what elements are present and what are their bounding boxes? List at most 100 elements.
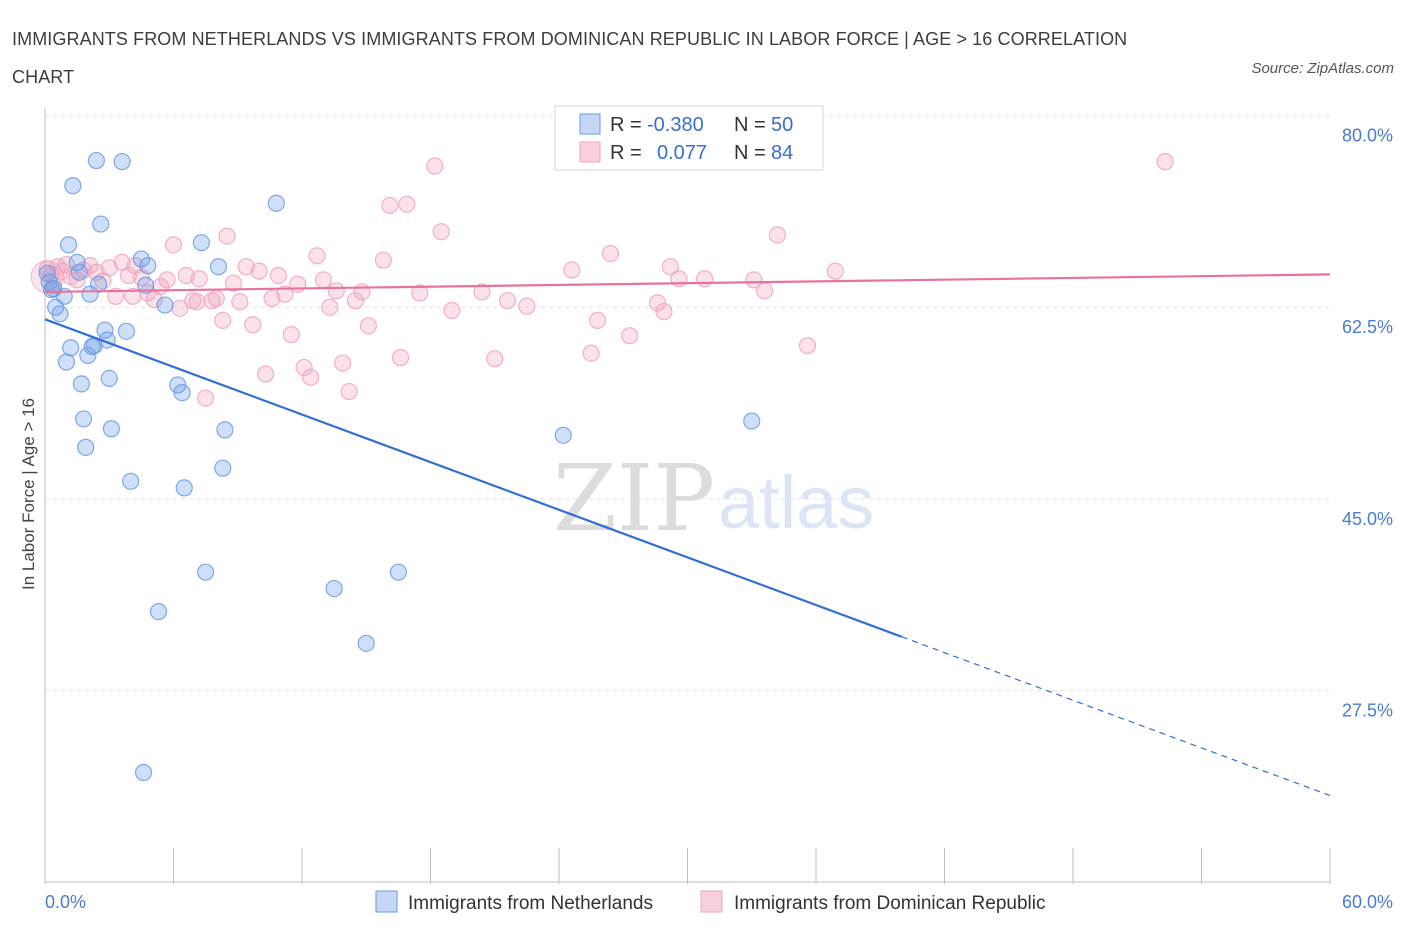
dominican-point-30 <box>214 311 232 329</box>
dominican-point-80 <box>826 262 844 280</box>
dominican-point-13 <box>107 287 125 305</box>
netherlands-point-45 <box>389 563 407 581</box>
dominican-point-78 <box>768 226 787 244</box>
netherlands-point-41 <box>216 421 234 439</box>
netherlands-point-11 <box>70 263 88 281</box>
netherlands-point-13 <box>74 410 93 428</box>
dominican-point-58 <box>411 284 429 302</box>
legend-r-value-netherlands: -0.380 <box>647 114 704 136</box>
dominican-point-59 <box>426 157 444 175</box>
legend-bottom-label-dominican: Immigrants from Dominican Republic <box>734 893 1046 914</box>
dominican-point-63 <box>486 350 504 368</box>
dominican-point-40 <box>276 285 294 303</box>
trend-lines <box>44 273 1331 797</box>
dominican-point-72 <box>655 303 673 321</box>
y-axis-label: In Labor Force | Age > 16 <box>19 398 38 590</box>
x-tick-marks <box>44 848 1331 884</box>
dominican-point-24 <box>177 266 195 285</box>
netherlands-point-7 <box>59 236 78 254</box>
netherlands-point-29 <box>137 276 155 294</box>
netherlands-point-19 <box>89 275 108 293</box>
netherlands-point-39 <box>209 258 228 276</box>
dominican-point-47 <box>321 298 339 316</box>
dominican-point-73 <box>661 258 679 276</box>
netherlands-point-23 <box>100 369 118 388</box>
dominican-point-76 <box>745 271 763 289</box>
netherlands-point-47 <box>743 412 761 430</box>
netherlands-point-4 <box>51 305 69 323</box>
grid <box>45 115 1330 691</box>
watermark: ZIP atlas <box>553 445 874 552</box>
dominican-point-69 <box>601 245 620 263</box>
netherlands-trend-line <box>44 318 903 638</box>
dominican-point-45 <box>308 247 326 265</box>
dominican-point-75 <box>696 270 714 288</box>
dominican-point-52 <box>353 283 371 301</box>
dominican-point-49 <box>334 354 352 372</box>
dominican-trend-line <box>44 273 1331 294</box>
netherlands-point-44 <box>357 634 375 652</box>
legend-swatch-dominican <box>579 141 601 163</box>
netherlands-point-15 <box>79 346 97 365</box>
dominican-point-33 <box>231 293 249 311</box>
y-tick-label-3: 27.5% <box>1342 700 1393 720</box>
netherlands-point-46 <box>554 426 572 444</box>
legend-bottom-label-netherlands: Immigrants from Netherlands <box>408 893 653 914</box>
netherlands-point-8 <box>62 339 80 357</box>
dominican-point-31 <box>218 227 236 245</box>
chart-title: IMMIGRANTS FROM NETHERLANDS VS IMMIGRANT… <box>12 29 1128 87</box>
netherlands-point-14 <box>77 438 95 456</box>
netherlands-point-12 <box>72 375 91 393</box>
dominican-point-21 <box>158 271 176 289</box>
dominican-point-54 <box>374 251 392 269</box>
dominican-point-66 <box>563 261 581 279</box>
netherlands-point-43 <box>325 580 343 598</box>
y-tick-label-1: 62.5% <box>1342 317 1393 337</box>
watermark-zip: ZIP <box>553 445 715 552</box>
legend-r-label-dominican: R = <box>610 142 642 164</box>
dominican-point-37 <box>256 365 275 383</box>
dominican-point-50 <box>340 382 358 401</box>
dominican-point-79 <box>798 336 817 355</box>
dominican-point-46 <box>314 271 333 289</box>
legend-r-value-dominican: 0.077 <box>657 142 707 164</box>
dominican-point-53 <box>359 317 377 335</box>
dominican-point-68 <box>588 311 607 329</box>
legend-n-value-dominican: 84 <box>771 142 793 164</box>
dominican-point-26 <box>190 270 208 288</box>
y-tick-label-0: 80.0% <box>1342 126 1393 146</box>
netherlands-point-9 <box>64 177 82 195</box>
dominican-point-60 <box>432 223 450 241</box>
netherlands-point-20 <box>92 215 110 233</box>
y-tick-label-2: 45.0% <box>1342 509 1393 529</box>
dominican-point-70 <box>621 327 639 345</box>
legend-bottom: Immigrants from Netherlands Immigrants f… <box>375 890 1046 914</box>
legend-bottom-swatch-netherlands <box>375 890 398 913</box>
dominican-point-57 <box>398 195 416 213</box>
netherlands-point-33 <box>156 296 174 314</box>
netherlands-point-32 <box>149 602 168 621</box>
dominican-point-32 <box>224 274 243 292</box>
dominican-point-15 <box>119 266 138 285</box>
netherlands-trend-line-extension <box>901 636 1331 797</box>
legend-r-label-netherlands: R = <box>610 114 642 136</box>
x-tick-label-min: 0.0% <box>45 892 86 912</box>
dominican-point-56 <box>391 349 410 367</box>
legend-swatch-netherlands <box>579 113 601 135</box>
netherlands-point-42 <box>267 194 285 212</box>
dominican-point-38 <box>263 289 281 308</box>
dominican-point-81 <box>1156 153 1174 171</box>
legend-n-label-dominican: N = <box>734 142 766 164</box>
netherlands-point-36 <box>175 479 193 497</box>
dominican-point-34 <box>237 258 255 276</box>
dominican-point-83 <box>124 287 142 305</box>
netherlands-point-38 <box>197 563 215 581</box>
dominican-point-61 <box>443 301 461 320</box>
dominican-point-67 <box>582 344 600 362</box>
netherlands-point-35 <box>173 384 191 402</box>
dominican-point-64 <box>499 292 517 310</box>
netherlands-points <box>38 151 761 782</box>
legend-top: R = -0.380 N = 50 R = 0.077 N = 84 <box>554 105 824 171</box>
dominican-point-39 <box>269 266 288 285</box>
dominican-point-51 <box>346 292 365 310</box>
